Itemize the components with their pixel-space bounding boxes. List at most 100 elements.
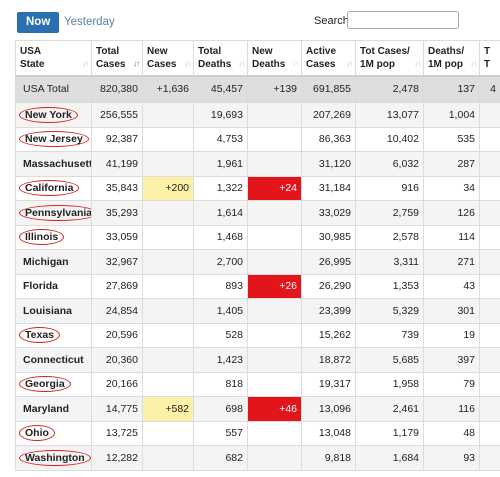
- cell-cases-per-million: 6,032: [355, 151, 424, 177]
- cell-total-deaths: 557: [193, 420, 248, 446]
- cell-new-deaths: +24: [247, 175, 302, 201]
- cell-cases-per-million: 2,578: [355, 224, 424, 250]
- cell-tests: [479, 224, 500, 250]
- cell-new-cases: [142, 249, 194, 275]
- cell-new-deaths: [247, 200, 302, 226]
- column-header-active-cases[interactable]: Active Cases ↓↑: [301, 40, 356, 77]
- cell-tests: [479, 322, 500, 348]
- cell-state[interactable]: Maryland: [15, 396, 92, 422]
- cell-cases-per-million: 2,759: [355, 200, 424, 226]
- column-header-line2: Deaths: [198, 58, 232, 70]
- cell-state[interactable]: Connecticut: [15, 347, 92, 373]
- cell-state[interactable]: Louisiana: [15, 298, 92, 324]
- state-table: USA State ↓↑ Total Cases ↓↑ New Cases ↓↑ Total Dea…: [15, 40, 500, 471]
- column-header-line2: 1M pop: [360, 58, 395, 70]
- cell-active-cases: 15,262: [301, 322, 356, 348]
- cell-state[interactable]: California: [15, 175, 92, 201]
- cell-total-cases: 33,059: [91, 224, 143, 250]
- column-header-total-cases[interactable]: Total Cases ↓↑: [91, 40, 143, 77]
- sort-icon[interactable]: ↓↑: [470, 58, 477, 68]
- cell-deaths-per-million: 116: [423, 396, 480, 422]
- cell-total-cases: 14,775: [91, 396, 143, 422]
- cell-tests: [479, 102, 500, 128]
- sort-icon[interactable]: ↓↑: [133, 58, 140, 68]
- cell-tests: [479, 151, 500, 177]
- column-header-line2: State: [20, 58, 45, 70]
- cell-active-cases: 26,995: [301, 249, 356, 275]
- column-header-new-deaths[interactable]: New Deaths ↓↑: [247, 40, 302, 77]
- cell-state[interactable]: Illinois: [15, 224, 92, 250]
- cell-deaths-per-million: 271: [423, 249, 480, 275]
- sort-icon[interactable]: ↓↑: [238, 58, 245, 68]
- cell-total-deaths: 1,405: [193, 298, 248, 324]
- search-input[interactable]: [347, 11, 459, 29]
- cell-new-cases: [142, 371, 194, 397]
- cell-total-deaths: 4,753: [193, 126, 248, 152]
- cell-active-cases: 26,290: [301, 273, 356, 299]
- cell-state[interactable]: Michigan: [15, 249, 92, 275]
- cell-cases-per-million: 10,402: [355, 126, 424, 152]
- annotation-circle: Illinois: [19, 229, 65, 246]
- cell-new-cases: [142, 298, 194, 324]
- cell-cases-per-million: 916: [355, 175, 424, 201]
- column-header-deaths-per-million[interactable]: Deaths/1M pop ↓↑: [423, 40, 480, 77]
- cell-total-deaths: 818: [193, 371, 248, 397]
- cell-tests: [479, 200, 500, 226]
- table-row: Ohio 13,725 557 13,048 1,179 48: [15, 420, 500, 446]
- cell-state[interactable]: Washington: [15, 445, 92, 471]
- column-header-state[interactable]: USA State ↓↑: [15, 40, 92, 77]
- cell-cases-per-million: 1,958: [355, 371, 424, 397]
- cell-deaths-per-million: 114: [423, 224, 480, 250]
- table-row: Connecticut 20,360 1,423 18,872 5,685 397: [15, 347, 500, 373]
- cell-new-cases: [142, 102, 194, 128]
- column-header-cases-per-million[interactable]: Tot Cases/1M pop ↓↑: [355, 40, 424, 77]
- cell-active-cases: 13,096: [301, 396, 356, 422]
- cell-deaths-per-million: 93: [423, 445, 480, 471]
- table-row: Massachusetts 41,199 1,961 31,120 6,032 287: [15, 151, 500, 177]
- cell-state[interactable]: Texas: [15, 322, 92, 348]
- column-header-new-cases[interactable]: New Cases ↓↑: [142, 40, 194, 77]
- cell-tests: 4: [479, 75, 500, 103]
- sort-icon[interactable]: ↓↑: [292, 58, 299, 68]
- table-row: California 35,843 +200 1,322 +24 31,184 916 34: [15, 175, 500, 201]
- annotation-circle: Georgia: [19, 376, 71, 393]
- cell-new-deaths: [247, 445, 302, 471]
- tab-now[interactable]: Now: [17, 12, 60, 33]
- cell-deaths-per-million: 126: [423, 200, 480, 226]
- sort-icon[interactable]: ↓↑: [82, 58, 89, 68]
- cell-cases-per-million: 5,685: [355, 347, 424, 373]
- cell-deaths-per-million: 48: [423, 420, 480, 446]
- cell-tests: [479, 175, 500, 201]
- cell-active-cases: 33,029: [301, 200, 356, 226]
- column-header-line1: Active: [306, 45, 337, 57]
- table-row: Pennsylvania 35,293 1,614 33,029 2,759 126: [15, 200, 500, 226]
- cell-active-cases: 691,855: [301, 75, 356, 103]
- cell-state[interactable]: Pennsylvania: [15, 200, 92, 226]
- tab-yesterday[interactable]: Yesterday: [64, 16, 115, 28]
- cell-active-cases: 31,184: [301, 175, 356, 201]
- cell-cases-per-million: 1,179: [355, 420, 424, 446]
- cell-new-deaths: [247, 151, 302, 177]
- cell-active-cases: 31,120: [301, 151, 356, 177]
- cell-active-cases: 23,399: [301, 298, 356, 324]
- cell-total-cases: 20,360: [91, 347, 143, 373]
- cell-new-deaths: [247, 224, 302, 250]
- cell-state[interactable]: New Jersey: [15, 126, 92, 152]
- cell-new-deaths: [247, 126, 302, 152]
- sort-icon[interactable]: ↓↑: [184, 58, 191, 68]
- cell-state[interactable]: Florida: [15, 273, 92, 299]
- cell-state[interactable]: Ohio: [15, 420, 92, 446]
- search-label: Search:: [314, 15, 352, 27]
- cell-tests: [479, 126, 500, 152]
- cell-state[interactable]: New York: [15, 102, 92, 128]
- cell-state[interactable]: Massachusetts: [15, 151, 92, 177]
- cell-new-deaths: [247, 249, 302, 275]
- cell-total-deaths: 1,423: [193, 347, 248, 373]
- cell-state[interactable]: Georgia: [15, 371, 92, 397]
- sort-icon[interactable]: ↓↑: [346, 58, 353, 68]
- column-header-total-deaths[interactable]: Total Deaths ↓↑: [193, 40, 248, 77]
- table-row: Michigan 32,967 2,700 26,995 3,311 271: [15, 249, 500, 275]
- sort-icon[interactable]: ↓↑: [414, 58, 421, 68]
- cell-tests: [479, 347, 500, 373]
